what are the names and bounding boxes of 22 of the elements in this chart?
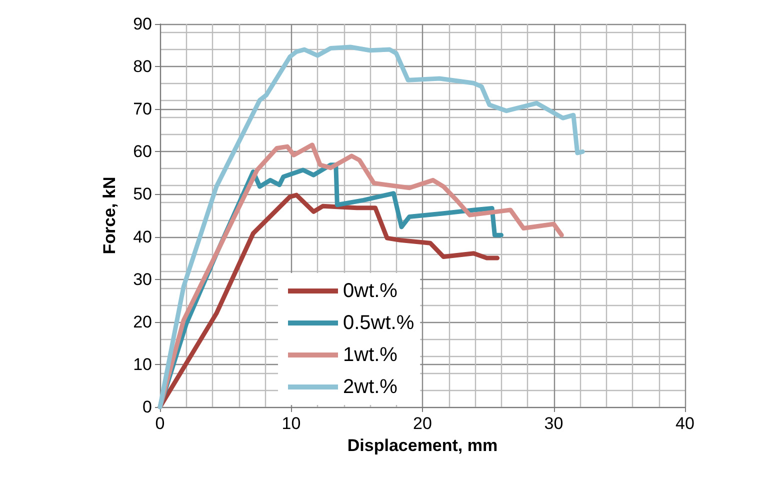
x-tick-label: 10 (282, 414, 301, 433)
y-axis-title: Force, kN (100, 176, 119, 254)
legend-label: 0wt.% (343, 280, 398, 302)
y-tick-label: 60 (133, 142, 152, 162)
x-tick-label: 30 (544, 414, 564, 433)
y-tick-label: 70 (133, 100, 152, 119)
x-tick-label: 40 (676, 414, 694, 433)
y-tick-label: 20 (133, 312, 152, 332)
x-tick-label: 0 (155, 414, 165, 433)
y-tick-label: 50 (133, 184, 152, 204)
y-tick-label: 40 (133, 227, 152, 246)
y-tick-label: 10 (133, 354, 152, 374)
x-axis-title: Displacement, mm (347, 436, 498, 455)
line-series (158, 44, 585, 410)
legend-label: 2wt.% (343, 376, 398, 398)
x-tick-label: 20 (413, 414, 432, 433)
y-tick-label: 80 (133, 57, 152, 76)
y-tick-label: 90 (133, 14, 152, 34)
legend-label: 1wt.% (343, 344, 398, 366)
y-tick-label: 30 (133, 270, 152, 289)
legend-label: 0.5wt.% (343, 312, 414, 334)
y-tick-label: 0 (142, 398, 152, 416)
